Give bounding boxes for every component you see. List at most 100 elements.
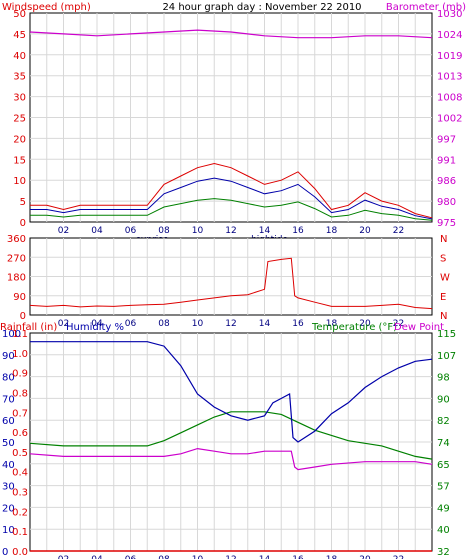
humidity-tick-label: 50 [2, 438, 15, 449]
temperature-tick-label: 115 [437, 329, 456, 340]
dewpoint-line [29, 447, 433, 471]
wind-tick-label: 30 [13, 93, 26, 104]
baro-tick-label: 1008 [437, 93, 462, 104]
humidity-tick-label: 40 [2, 460, 15, 471]
x-tick-label: 14 [259, 226, 271, 236]
temperature-label: Temperature (°F) [311, 322, 397, 333]
windspeed-line [30, 162, 433, 219]
compass-label: N [440, 234, 447, 245]
humidity-line [30, 341, 433, 443]
temperature-tick-label: 90 [437, 394, 450, 405]
humidity-label: Humidity % [66, 322, 124, 333]
x-tick-label: 06 [125, 555, 137, 559]
x-tick-label: 04 [91, 226, 103, 236]
rain-tick-label: 0.3 [12, 488, 28, 499]
temperature-tick-label: 107 [437, 351, 456, 362]
x-tick-label: 20 [359, 319, 371, 329]
wind-gust-line [30, 198, 433, 221]
x-tick-label: 16 [292, 319, 304, 329]
wind-tick-label: 20 [13, 134, 26, 145]
rain-tick-label: 0.7 [12, 408, 28, 419]
x-tick-label: 02 [58, 226, 69, 236]
x-tick-label: 10 [192, 226, 204, 236]
wind-tick-label: 40 [13, 51, 26, 62]
humidity-tick-label: 30 [2, 482, 15, 493]
rain-tick-label: 0.9 [12, 369, 28, 380]
windspeed-label: Windspeed (mph) [2, 2, 91, 13]
rain-tick-label: 0.5 [12, 448, 28, 459]
compass-label: W [440, 273, 450, 284]
wind-tick-label: 50 [13, 9, 26, 20]
x-tick-label: 22 [393, 319, 404, 329]
direction-line [29, 257, 433, 310]
humidity-tick-label: 0 [2, 547, 8, 558]
x-tick-label: 10 [192, 555, 204, 559]
temperature-tick-label: 49 [437, 503, 450, 514]
x-tick-label: 18 [326, 555, 338, 559]
wind-tick-label: 5 [20, 197, 26, 208]
compass-label: N [440, 311, 447, 322]
rain-tick-label: 0.4 [12, 468, 28, 479]
x-tick-label: 06 [125, 226, 137, 236]
rain-tick-label: 0.8 [12, 388, 28, 399]
humidity-tick-label: 90 [2, 351, 15, 362]
direction-tick-label: 90 [13, 292, 26, 303]
baro-tick-label: 991 [437, 155, 456, 166]
dewpoint-label: Dew Point [394, 322, 444, 333]
baro-tick-label: 986 [437, 176, 456, 187]
x-tick-label: 10 [192, 319, 204, 329]
wind-tick-label: 25 [13, 114, 26, 125]
wind-tick-label: 35 [13, 72, 26, 83]
x-tick-label: 12 [225, 319, 236, 329]
direction-tick-label: 0 [20, 311, 26, 322]
humidity-tick-label: 10 [2, 525, 15, 536]
baro-tick-label: 1002 [437, 114, 462, 125]
wind-tick-label: 45 [13, 30, 26, 41]
temperature-tick-label: 65 [437, 460, 450, 471]
direction-tick-label: 180 [7, 273, 26, 284]
graph-title: 24 hour graph day : November 22 2010 [162, 2, 361, 13]
compass-label: S [440, 253, 446, 264]
baro-tick-label: 997 [437, 134, 456, 145]
x-tick-label: 02 [58, 555, 69, 559]
wind-tick-label: 10 [13, 176, 26, 187]
x-tick-label: 18 [326, 226, 338, 236]
rain-tick-label: 0.0 [12, 547, 28, 558]
x-tick-label: 12 [225, 226, 236, 236]
x-tick-label: 12 [225, 555, 236, 559]
rain-tick-label: 0.6 [12, 428, 28, 439]
temperature-tick-label: 32 [437, 547, 450, 558]
x-tick-label: 04 [91, 319, 103, 329]
x-tick-label: 20 [359, 555, 371, 559]
baro-tick-label: 980 [437, 197, 456, 208]
x-tick-label: 06 [125, 319, 137, 329]
baro-tick-label: 1013 [437, 72, 462, 83]
temperature-tick-label: 82 [437, 416, 450, 427]
humidity-tick-label: 100 [2, 329, 21, 340]
baro-tick-label: 975 [437, 218, 456, 229]
barometer-line [29, 29, 433, 39]
humidity-tick-label: 70 [2, 394, 15, 405]
wind-average-line [30, 177, 433, 220]
rain-tick-label: 0.1 [12, 527, 28, 538]
x-tick-label: 16 [292, 226, 304, 236]
direction-tick-label: 360 [7, 234, 26, 245]
x-tick-label: 22 [393, 555, 404, 559]
baro-tick-label: 1019 [437, 51, 462, 62]
x-tick-label: 14 [259, 319, 271, 329]
temperature-line [29, 411, 433, 460]
x-tick-label: 14 [259, 555, 271, 559]
x-tick-label: 02 [58, 319, 69, 329]
rain-tick-label: 1.0 [12, 349, 28, 360]
rainfall-label: Rainfall (in) [0, 322, 57, 333]
direction-tick-label: 270 [7, 253, 26, 264]
x-tick-label: 18 [326, 319, 338, 329]
x-tick-label: 20 [359, 226, 371, 236]
x-tick-label: 22 [393, 226, 404, 236]
x-tick-label: 08 [158, 319, 170, 329]
x-tick-label: 16 [292, 555, 304, 559]
wind-tick-label: 15 [13, 155, 26, 166]
humidity-tick-label: 60 [2, 416, 15, 427]
barometer-label: Barometer (mb) [386, 2, 466, 13]
